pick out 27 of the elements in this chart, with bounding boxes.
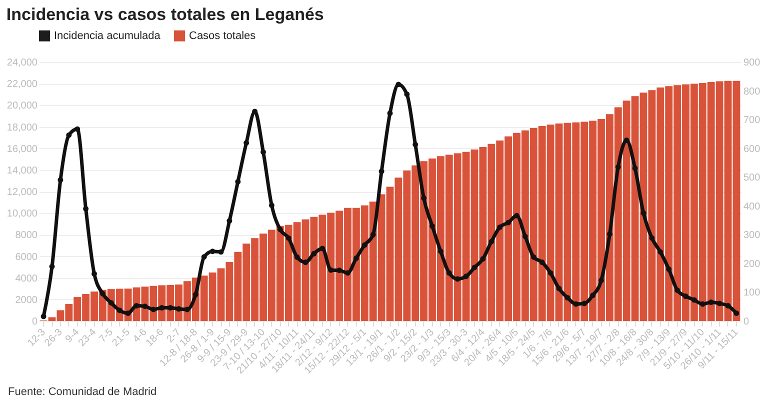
y2-tick-label: 300 [744,230,761,242]
y2-tick-label: 600 [744,144,761,155]
chart-title: Incidencia vs casos totales en Leganés [6,5,324,24]
y2-tick-label: 700 [744,115,761,126]
y-tick-label: 18,000 [6,122,38,134]
y-tick-label: 0 [32,316,38,328]
y-tick-label: 8000 [15,230,38,242]
y-tick-label: 10,000 [6,208,38,220]
y2-tick-label: 100 [744,288,761,299]
y2-tick-label: 0 [744,316,750,328]
legend-label: Incidencia acumulada [54,30,162,42]
y2-tick-label: 900 [744,58,761,68]
y-tick-label: 22,000 [6,79,38,90]
y2-tick-label: 500 [744,172,761,184]
y-tick-label: 14,000 [6,165,38,176]
y2-tick-label: 200 [744,258,761,270]
source-note: Fuente: Comunidad de Madrid [8,386,157,398]
y-tick-label: 16,000 [6,144,38,155]
y-tick-label: 24,000 [6,58,38,68]
y-tick-label: 12,000 [6,187,38,198]
y-tick-label: 2000 [15,294,38,306]
y2-tick-label: 400 [744,201,761,212]
y2-tick-label: 800 [744,86,761,98]
y-tick-label: 20,000 [6,100,38,112]
y-tick-label: 6000 [15,252,38,263]
legend-label: Casos totales [189,30,256,42]
y-tick-label: 4000 [15,273,38,284]
